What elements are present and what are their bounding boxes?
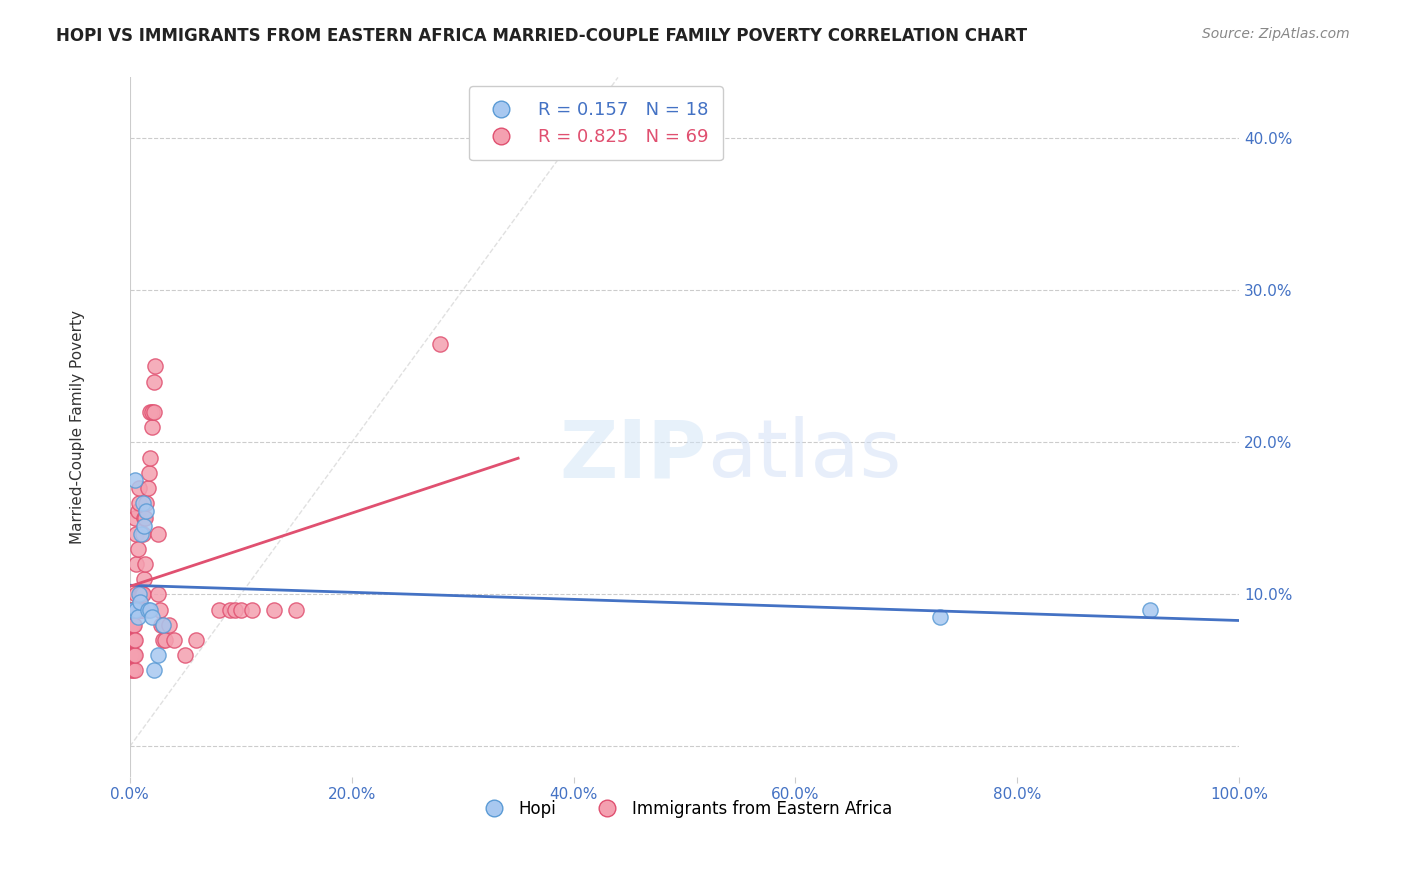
Hopi <box>134 519 156 533</box>
Immigrants from Eastern Africa <box>263 602 285 616</box>
Hopi <box>136 602 159 616</box>
Text: Source: ZipAtlas.com: Source: ZipAtlas.com <box>1202 27 1350 41</box>
Immigrants from Eastern Africa <box>131 602 153 616</box>
Immigrants from Eastern Africa <box>121 648 143 663</box>
Immigrants from Eastern Africa <box>128 481 150 495</box>
Immigrants from Eastern Africa <box>122 617 145 632</box>
Hopi <box>143 664 166 678</box>
Immigrants from Eastern Africa <box>174 648 197 663</box>
Immigrants from Eastern Africa <box>207 602 229 616</box>
Immigrants from Eastern Africa <box>125 557 148 571</box>
Hopi <box>124 474 146 488</box>
Immigrants from Eastern Africa <box>240 602 263 616</box>
Immigrants from Eastern Africa <box>163 633 186 648</box>
Hopi <box>128 587 150 601</box>
Hopi <box>141 610 163 624</box>
Immigrants from Eastern Africa <box>120 648 142 663</box>
Immigrants from Eastern Africa <box>128 587 150 601</box>
Immigrants from Eastern Africa <box>143 359 166 374</box>
Hopi <box>1139 602 1161 616</box>
Immigrants from Eastern Africa <box>136 481 159 495</box>
Immigrants from Eastern Africa <box>120 664 142 678</box>
Immigrants from Eastern Africa <box>120 602 142 616</box>
Immigrants from Eastern Africa <box>122 664 145 678</box>
Immigrants from Eastern Africa <box>143 405 166 419</box>
Immigrants from Eastern Africa <box>122 648 145 663</box>
Hopi <box>928 610 950 624</box>
Immigrants from Eastern Africa <box>127 541 149 556</box>
Immigrants from Eastern Africa <box>152 633 174 648</box>
Text: ZIP: ZIP <box>560 417 707 494</box>
Hopi <box>135 504 157 518</box>
Immigrants from Eastern Africa <box>138 466 160 480</box>
Immigrants from Eastern Africa <box>121 617 143 632</box>
Immigrants from Eastern Africa <box>224 602 246 616</box>
Immigrants from Eastern Africa <box>124 664 146 678</box>
Immigrants from Eastern Africa <box>120 633 142 648</box>
Immigrants from Eastern Africa <box>122 633 145 648</box>
Immigrants from Eastern Africa <box>285 602 308 616</box>
Hopi <box>125 602 148 616</box>
Immigrants from Eastern Africa <box>124 648 146 663</box>
Immigrants from Eastern Africa <box>122 617 145 632</box>
Immigrants from Eastern Africa <box>120 617 142 632</box>
Immigrants from Eastern Africa <box>129 602 152 616</box>
Immigrants from Eastern Africa <box>139 405 162 419</box>
Legend: Hopi, Immigrants from Eastern Africa: Hopi, Immigrants from Eastern Africa <box>471 793 898 824</box>
Immigrants from Eastern Africa <box>186 633 208 648</box>
Immigrants from Eastern Africa <box>139 450 162 465</box>
Hopi <box>128 595 150 609</box>
Immigrants from Eastern Africa <box>131 587 153 601</box>
Immigrants from Eastern Africa <box>128 496 150 510</box>
Hopi <box>127 610 149 624</box>
Hopi <box>122 602 145 616</box>
Immigrants from Eastern Africa <box>146 587 169 601</box>
Immigrants from Eastern Africa <box>134 511 156 525</box>
Immigrants from Eastern Africa <box>125 587 148 601</box>
Immigrants from Eastern Africa <box>218 602 240 616</box>
Immigrants from Eastern Africa <box>127 504 149 518</box>
Immigrants from Eastern Africa <box>125 526 148 541</box>
Immigrants from Eastern Africa <box>134 511 156 525</box>
Immigrants from Eastern Africa <box>124 511 146 525</box>
Immigrants from Eastern Africa <box>120 602 142 616</box>
Text: atlas: atlas <box>707 417 901 494</box>
Hopi <box>152 617 174 632</box>
Immigrants from Eastern Africa <box>121 633 143 648</box>
Immigrants from Eastern Africa <box>143 375 166 389</box>
Immigrants from Eastern Africa <box>122 633 145 648</box>
Y-axis label: Married-Couple Family Poverty: Married-Couple Family Poverty <box>70 310 86 544</box>
Hopi <box>132 496 155 510</box>
Immigrants from Eastern Africa <box>149 602 172 616</box>
Immigrants from Eastern Africa <box>132 587 155 601</box>
Immigrants from Eastern Africa <box>229 602 252 616</box>
Hopi <box>146 648 169 663</box>
Immigrants from Eastern Africa <box>146 526 169 541</box>
Hopi <box>139 602 162 616</box>
Hopi <box>129 526 152 541</box>
Text: HOPI VS IMMIGRANTS FROM EASTERN AFRICA MARRIED-COUPLE FAMILY POVERTY CORRELATION: HOPI VS IMMIGRANTS FROM EASTERN AFRICA M… <box>56 27 1028 45</box>
Immigrants from Eastern Africa <box>129 587 152 601</box>
Immigrants from Eastern Africa <box>429 336 451 351</box>
Immigrants from Eastern Africa <box>135 496 157 510</box>
Immigrants from Eastern Africa <box>128 602 150 616</box>
Immigrants from Eastern Africa <box>141 420 163 434</box>
Immigrants from Eastern Africa <box>155 633 177 648</box>
Immigrants from Eastern Africa <box>132 526 155 541</box>
Immigrants from Eastern Africa <box>157 617 180 632</box>
Immigrants from Eastern Africa <box>122 648 145 663</box>
Immigrants from Eastern Africa <box>134 572 156 586</box>
Immigrants from Eastern Africa <box>120 617 142 632</box>
Immigrants from Eastern Africa <box>124 633 146 648</box>
Immigrants from Eastern Africa <box>134 557 156 571</box>
Immigrants from Eastern Africa <box>141 405 163 419</box>
Immigrants from Eastern Africa <box>149 617 172 632</box>
Immigrants from Eastern Africa <box>152 617 174 632</box>
